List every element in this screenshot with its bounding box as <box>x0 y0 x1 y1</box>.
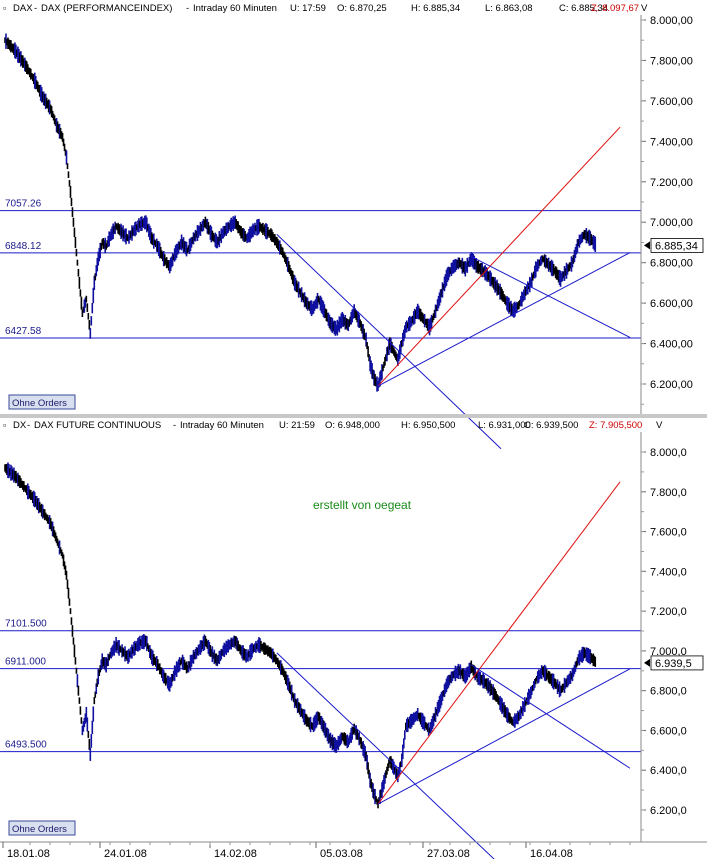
bottom-ohne-orders-button[interactable]: Ohne Orders <box>8 820 76 836</box>
top-trend-line[interactable] <box>471 256 631 338</box>
top-ytick-label: 7.000,00 <box>650 217 693 229</box>
bottom-trend-line[interactable] <box>276 652 501 859</box>
bottom-header-z: Z: 7.905,500 <box>589 420 642 431</box>
top-price-panel: DAX - DAX (PERFORMANCEINDEX) - Intraday … <box>0 3 704 450</box>
top-ytick-label: 6.200,00 <box>650 379 693 391</box>
bottom-header-icon: ▫ <box>3 420 6 430</box>
bottom-ohne-orders-label: Ohne Orders <box>12 824 67 835</box>
top-hline-label: 6427.58 <box>5 326 42 337</box>
top-ytick-label: 8.000,00 <box>650 15 693 27</box>
top-hline-label: 7057.26 <box>5 199 42 210</box>
bottom-ytick-label: 7.400,0 <box>650 566 687 578</box>
bottom-ytick-label: 7.000,0 <box>650 646 687 658</box>
bottom-header-interval: Intraday 60 Minuten <box>180 420 264 431</box>
x-tick-label: 18.01.08 <box>7 848 50 859</box>
top-ytick-label: 7.800,00 <box>650 55 693 67</box>
top-ytick-label: 7.600,00 <box>650 96 693 108</box>
bottom-last-value-label: 6.939,5 <box>655 658 692 670</box>
bottom-hline-label: 6493.500 <box>5 740 47 751</box>
bottom-last-value-arrow <box>644 658 650 667</box>
top-header-sep: - <box>34 3 37 14</box>
top-last-value-label: 6.885,34 <box>655 240 698 252</box>
bottom-header-h: H: 6.950,500 <box>401 420 455 431</box>
bottom-ytick-label: 6.800,0 <box>650 686 687 698</box>
bottom-last-value-box <box>650 655 704 671</box>
top-trend-line[interactable] <box>377 126 621 387</box>
top-trend-line[interactable] <box>377 252 631 387</box>
bottom-price-panel: DX - DAX FUTURE CONTINUOUS - Intraday 60… <box>0 420 704 859</box>
bottom-trend-line[interactable] <box>470 664 631 769</box>
top-header-sep2: - <box>186 3 189 14</box>
top-header-z: Z: 8.097,67 <box>591 3 639 14</box>
top-ohne-orders-label: Ohne Orders <box>12 398 67 409</box>
bottom-ytick-label: 8.000,0 <box>650 447 687 459</box>
top-header-u: U: 17:59 <box>290 3 326 14</box>
bottom-header-symbol: DX <box>13 420 27 431</box>
bottom-hline-label: 7101.500 <box>5 619 47 630</box>
bottom-hline-label: 6911.000 <box>5 657 46 668</box>
bottom-header-sep: - <box>27 420 30 431</box>
bottom-ytick-label: 6.200,0 <box>650 805 687 817</box>
bottom-trend-line[interactable] <box>377 481 621 805</box>
top-ytick-label: 7.400,00 <box>650 136 693 148</box>
bottom-ytick-label: 6.600,0 <box>650 725 687 737</box>
top-header-c: C: 6.885,34 <box>559 3 608 14</box>
x-tick-label: 14.02.08 <box>214 848 257 859</box>
top-ytick-label: 7.200,00 <box>650 177 693 189</box>
bottom-header-v: V <box>656 420 663 431</box>
top-last-value-arrow <box>644 241 650 250</box>
top-header-title: DAX (PERFORMANCEINDEX) <box>41 3 172 14</box>
top-header-o: O: 6.870,25 <box>337 3 387 14</box>
bottom-ytick-label: 7.800,0 <box>650 487 687 499</box>
top-header-l: L: 6.863,08 <box>485 3 533 14</box>
x-tick-label: 24.01.08 <box>104 848 147 859</box>
top-header-interval: Intraday 60 Minuten <box>193 3 277 14</box>
bottom-ytick-label: 7.200,0 <box>650 606 687 618</box>
top-hline-label: 6848.12 <box>5 241 42 252</box>
top-ytick-label: 6.400,00 <box>650 339 693 351</box>
top-ohne-orders-button[interactable]: Ohne Orders <box>8 394 76 410</box>
watermark-text: erstellt von oegeat <box>313 498 412 512</box>
top-header-h: H: 6.885,34 <box>411 3 460 14</box>
top-header-icon: ▫ <box>3 3 6 13</box>
bottom-header-o: O: 6.948,000 <box>325 420 380 431</box>
bottom-header-sep2: - <box>173 420 176 431</box>
bottom-header-u: U: 21:59 <box>279 420 315 431</box>
bottom-ytick-label: 6.400,0 <box>650 765 687 777</box>
bottom-header-l: L: 6.931,000 <box>478 420 531 431</box>
top-header-v: V <box>641 3 648 14</box>
top-ytick-label: 6.800,00 <box>650 258 693 270</box>
top-last-value-box <box>650 238 704 253</box>
x-tick-label: 05.03.08 <box>320 848 363 859</box>
bottom-header-c: C: 6.939,500 <box>524 420 578 431</box>
x-axis: 18.01.08 24.01.08 14.02.08 05.03.08 27.03.08… <box>0 841 707 859</box>
top-trend-line[interactable] <box>276 233 502 450</box>
bottom-header-title: DAX FUTURE CONTINUOUS <box>34 420 161 431</box>
top-header-symbol: DAX <box>13 3 33 14</box>
bottom-ytick-label: 7.600,0 <box>650 527 687 539</box>
x-tick-label: 27.03.08 <box>427 848 470 859</box>
x-tick-label: 16.04.08 <box>530 848 573 859</box>
panel-separator[interactable] <box>0 414 707 418</box>
bottom-trend-line[interactable] <box>377 668 631 805</box>
top-ytick-label: 6.600,00 <box>650 298 693 310</box>
